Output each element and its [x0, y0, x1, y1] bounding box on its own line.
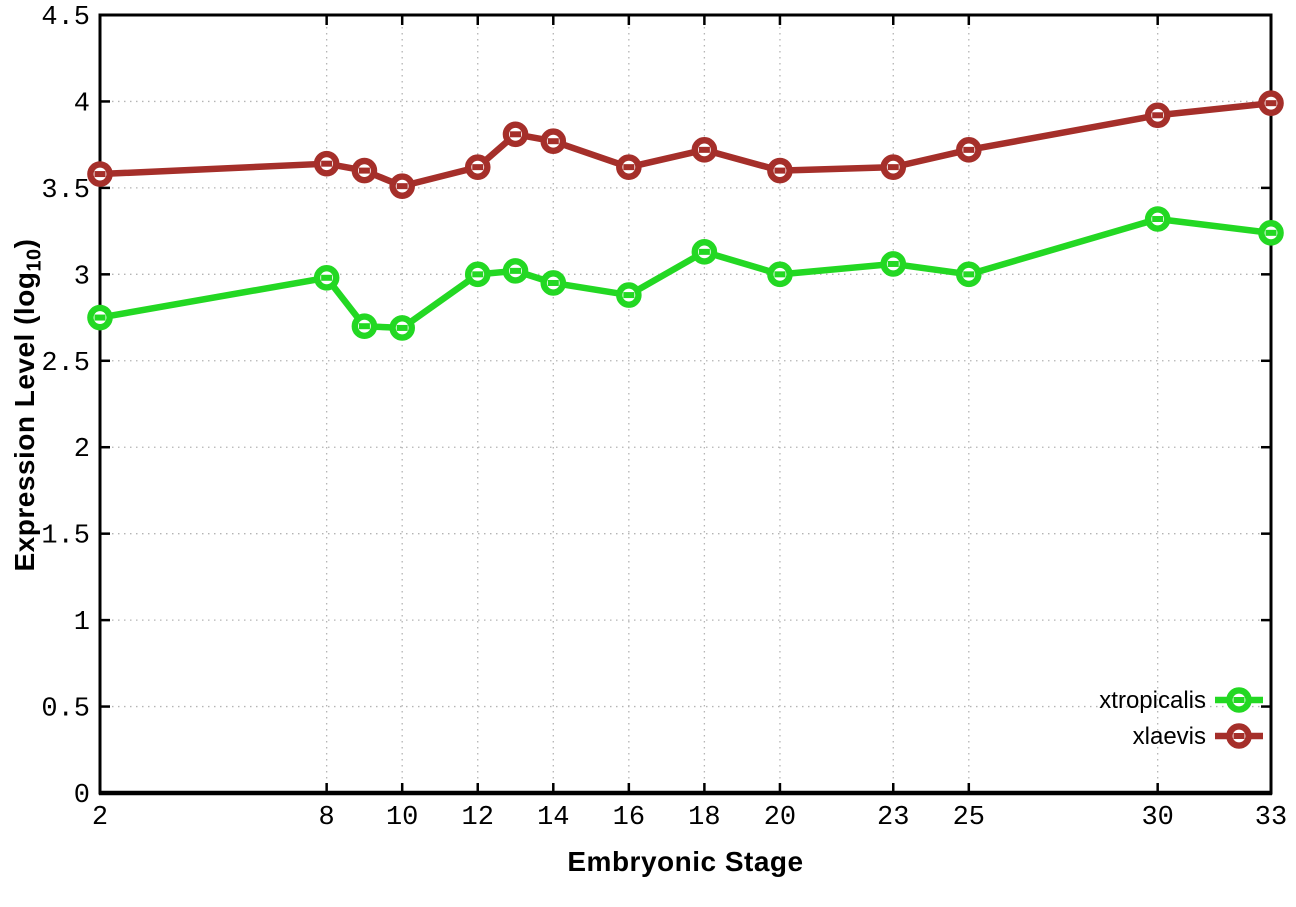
- data-point-xtropicalis: [464, 261, 491, 288]
- data-point-xlaevis: [767, 157, 793, 184]
- legend-label-xlaevis: xlaevis: [1133, 723, 1206, 750]
- legend-marker-xlaevis: [1226, 723, 1252, 749]
- y-tick-label: 1: [74, 608, 90, 638]
- data-point-xlaevis: [1144, 102, 1171, 129]
- data-point-xtropicalis: [540, 270, 567, 296]
- x-tick-label: 12: [462, 803, 494, 833]
- data-point-xlaevis: [880, 154, 907, 180]
- data-point-xtropicalis: [389, 315, 415, 341]
- series-line-xtropicalis: [96, 215, 1275, 332]
- y-axis-title-subscript: 10: [23, 248, 46, 272]
- x-tick-label: 16: [613, 803, 645, 833]
- x-tick-label: 8: [319, 803, 335, 833]
- data-point-xtropicalis: [767, 261, 793, 288]
- y-axis-title: Expression Level (log10): [9, 16, 51, 794]
- axis-box: [98, 13, 1273, 795]
- legend-label-xtropicalis: xtropicalis: [1099, 687, 1206, 714]
- x-axis-title: Embryonic Stage: [567, 846, 804, 877]
- y-tick-label: 4: [74, 89, 90, 119]
- data-point-xlaevis: [691, 137, 718, 163]
- y-tick-label: 3.5: [41, 176, 90, 206]
- data-point-xlaevis: [389, 173, 415, 199]
- data-point-xlaevis: [1258, 90, 1284, 116]
- data-point-xlaevis: [313, 150, 340, 177]
- data-point-xlaevis: [540, 128, 567, 155]
- data-point-xlaevis: [87, 161, 113, 187]
- x-tick-label: 25: [953, 803, 985, 833]
- data-point-xtropicalis: [1258, 220, 1284, 246]
- y-axis-title-text: Expression Level (log: [9, 271, 40, 572]
- data-point-xtropicalis: [880, 251, 907, 277]
- y-tick-label: 4.5: [41, 3, 90, 33]
- data-point-xlaevis: [464, 154, 491, 180]
- data-point-xlaevis: [502, 121, 529, 148]
- x-tick-label: 20: [764, 803, 796, 833]
- x-tick-label: 30: [1141, 803, 1173, 833]
- x-tick-label: 10: [386, 803, 418, 833]
- y-tick-label: 0.5: [41, 695, 90, 725]
- x-tick-label: 14: [537, 803, 569, 833]
- x-tick-label: 23: [877, 803, 909, 833]
- y-tick-label: 1.5: [41, 522, 90, 552]
- data-point-xtropicalis: [691, 239, 718, 265]
- x-tick-label: 2: [92, 803, 108, 833]
- y-tick-label: 3: [74, 262, 90, 292]
- y-tick-label: 0: [74, 781, 90, 811]
- x-tick-label: 18: [688, 803, 720, 833]
- data-point-xlaevis: [616, 154, 642, 180]
- y-tick-label: 2: [74, 435, 90, 465]
- data-point-xtropicalis: [313, 264, 340, 291]
- data-point-xtropicalis: [87, 304, 113, 331]
- data-point-xlaevis: [351, 157, 378, 184]
- series-line-xlaevis: [96, 99, 1275, 190]
- x-tick-label: 33: [1255, 803, 1287, 833]
- legend-marker-xtropicalis: [1226, 687, 1252, 713]
- y-axis-title-close: ): [9, 238, 40, 249]
- data-point-xtropicalis: [502, 258, 529, 284]
- data-point-xtropicalis: [1144, 206, 1171, 232]
- data-point-xtropicalis: [956, 261, 982, 288]
- data-point-xtropicalis: [351, 313, 378, 340]
- y-tick-label: 2.5: [41, 349, 90, 379]
- data-point-xlaevis: [956, 137, 982, 163]
- data-point-xtropicalis: [616, 282, 642, 308]
